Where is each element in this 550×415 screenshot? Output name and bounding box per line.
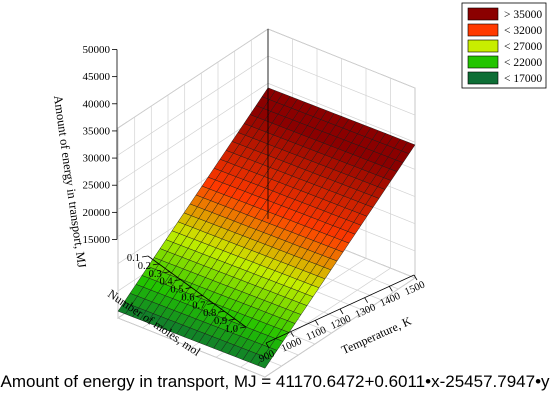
y-tick	[141, 255, 149, 258]
y-tick-label: 0.6	[181, 292, 194, 303]
grid-line-y	[117, 128, 266, 378]
y-tick	[174, 279, 181, 282]
x-tick	[339, 308, 344, 315]
y-tick-label: 0.3	[149, 269, 162, 280]
y-tick	[229, 318, 236, 321]
z-tick-label: 30000	[83, 153, 111, 165]
legend-swatch	[467, 55, 499, 69]
legend-swatch	[467, 39, 499, 53]
z-tick-label: 35000	[83, 125, 111, 137]
y-tick	[152, 263, 159, 266]
y-tick-label: 0.7	[192, 300, 205, 311]
legend-label: > 35000	[504, 9, 542, 21]
y-tick	[218, 310, 225, 313]
legend-label: < 32000	[504, 25, 542, 37]
legend-label: < 22000	[504, 57, 542, 69]
y-tick	[207, 302, 214, 305]
x-tick	[413, 274, 418, 281]
legend-swatch	[467, 7, 499, 21]
x-tick	[364, 297, 369, 303]
y-tick	[239, 326, 247, 329]
y-axis-edge	[147, 255, 247, 328]
x-axis-edge	[265, 274, 415, 344]
surface-mesh	[117, 87, 416, 369]
y-tick	[196, 295, 203, 297]
y-tick	[163, 271, 170, 274]
equation-caption: Amount of energy in transport, MJ = 4117…	[0, 372, 550, 391]
y-tick-label: 0.2	[138, 261, 151, 272]
x-tick	[314, 320, 319, 326]
legend-label: < 17000	[504, 73, 542, 85]
y-tick-label: 0.9	[214, 316, 227, 327]
x-tick	[265, 342, 270, 349]
z-tick-label: 45000	[83, 71, 111, 83]
y-tick	[185, 287, 192, 289]
z-tick-label: 20000	[83, 207, 111, 219]
z-tick-label: 15000	[83, 234, 111, 246]
legend-swatch	[467, 23, 499, 37]
y-tick-label: 1.0	[225, 324, 238, 335]
y-tick-label: 0.8	[203, 308, 216, 319]
y-tick-label: 0.1	[127, 253, 140, 264]
y-tick-label: 0.5	[170, 285, 183, 296]
legend: > 35000 < 32000 < 27000 < 22000 < 17000	[461, 2, 547, 89]
surface-cell	[257, 356, 272, 369]
legend-swatch	[467, 71, 499, 85]
x-tick	[290, 331, 295, 337]
z-tick-label: 25000	[83, 180, 111, 192]
y-tick-label: 0.4	[160, 277, 174, 288]
legend-label: < 27000	[504, 41, 542, 53]
z-tick-label: 40000	[83, 98, 111, 110]
x-tick	[388, 286, 393, 292]
z-tick-label: 50000	[83, 44, 111, 56]
